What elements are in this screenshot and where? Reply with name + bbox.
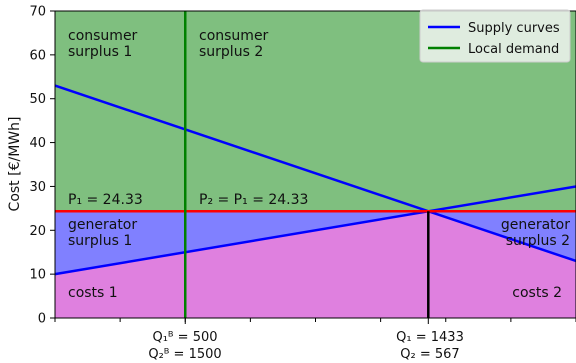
consumer-surplus-1-line1: consumer (68, 28, 138, 44)
p1-label: P₁ = 24.33 (68, 192, 143, 208)
generator-surplus-2-line1: generator (501, 217, 570, 233)
x-tick-label-q2: Q₂ = 567 (400, 347, 459, 362)
y-axis-label: Cost [€/MWh] (7, 117, 23, 212)
chart-lines (54, 11, 576, 318)
legend: Supply curves Local demand (419, 9, 571, 63)
x-tick-label-q1: Q₁ = 1433 (396, 330, 464, 345)
y-tick-label-0: 0 (38, 312, 46, 327)
legend-label-supply: Supply curves (468, 21, 560, 36)
y-tick-label-20: 20 (29, 224, 46, 239)
generator-surplus-1-line1: generator (68, 217, 137, 233)
x-tick-labels: Q₁ᴮ = 500 Q₂ᴮ = 1500 Q₁ = 1433 Q₂ = 567 (148, 330, 464, 362)
y-tick-label-40: 40 (29, 136, 46, 151)
legend-label-demand: Local demand (468, 42, 559, 57)
x-tick-label-qb2: Q₂ᴮ = 1500 (148, 347, 221, 362)
consumer-surplus-2-line2: surplus 2 (199, 44, 263, 60)
y-tick-label-50: 50 (29, 92, 46, 107)
p2-label: P₂ = P₁ = 24.33 (199, 192, 308, 208)
costs-1-label: costs 1 (68, 285, 118, 301)
y-tick-label-30: 30 (29, 180, 46, 195)
y-tick-label-70: 70 (29, 5, 46, 20)
y-tick-label-10: 10 (29, 268, 46, 283)
annotations: consumer surplus 1 consumer surplus 2 P₁… (68, 28, 570, 301)
consumer-surplus-1-line2: surplus 1 (68, 44, 132, 60)
supply-curve-1 (54, 185, 576, 276)
y-tick-label-60: 60 (29, 48, 46, 63)
x-tick-label-qb1: Q₁ᴮ = 500 (152, 330, 217, 345)
generator-surplus-1-line2: surplus 1 (68, 233, 132, 249)
costs-2-label: costs 2 (512, 285, 562, 301)
consumer-surplus-2-line1: consumer (199, 28, 269, 44)
axes: 0 10 20 30 40 50 60 70 (29, 5, 576, 327)
supply-curve-2 (54, 84, 576, 263)
generator-surplus-2-line2: surplus 2 (506, 233, 570, 249)
